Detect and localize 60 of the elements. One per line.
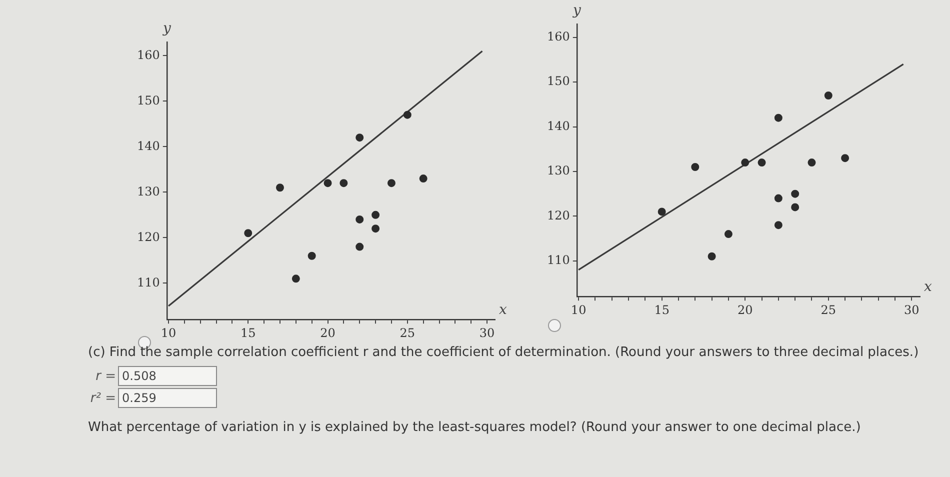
y-axis-title: y bbox=[162, 20, 172, 37]
point bbox=[372, 210, 380, 219]
x-tick-label: 15 bbox=[654, 302, 670, 317]
point bbox=[758, 158, 766, 167]
point bbox=[372, 224, 380, 233]
point bbox=[244, 229, 252, 238]
point bbox=[841, 154, 850, 162]
y-tick-label: 130 bbox=[137, 184, 160, 198]
y-tick-label: 120 bbox=[547, 208, 570, 222]
point bbox=[308, 252, 316, 260]
x-axis-title: x bbox=[499, 302, 507, 318]
y-tick-label: 110 bbox=[547, 252, 570, 267]
text: (c) Find the sample correlation coefficient r and the coefficient of determination. (Round your answers to three decimal places.) bbox=[88, 345, 920, 360]
point bbox=[808, 158, 816, 167]
x-tick-label: 10 bbox=[160, 326, 176, 340]
point bbox=[824, 92, 832, 100]
y-tick-label: 150 bbox=[547, 74, 570, 88]
text: r² = bbox=[89, 390, 116, 406]
point bbox=[774, 194, 782, 202]
point bbox=[708, 252, 716, 260]
point bbox=[774, 221, 782, 230]
x-tick-label: 20 bbox=[320, 326, 336, 340]
point bbox=[791, 190, 800, 198]
point bbox=[724, 230, 732, 238]
point bbox=[356, 215, 364, 224]
x-tick-label: 20 bbox=[737, 302, 753, 317]
y-tick-label: 120 bbox=[137, 230, 160, 244]
point bbox=[419, 174, 428, 183]
text: r = bbox=[94, 368, 116, 384]
text: 0.508 bbox=[118, 366, 217, 386]
point bbox=[774, 114, 782, 122]
x-tick-label: 25 bbox=[400, 326, 416, 340]
x-tick-label: 10 bbox=[570, 302, 586, 317]
y-tick-label: 150 bbox=[137, 93, 160, 108]
point bbox=[387, 179, 396, 188]
x-tick-label: 30 bbox=[479, 326, 495, 340]
point bbox=[691, 163, 700, 172]
point bbox=[292, 274, 300, 283]
point bbox=[356, 134, 364, 142]
text: 0.259 bbox=[118, 388, 217, 408]
y-tick-label: 130 bbox=[547, 164, 570, 178]
point bbox=[324, 179, 332, 188]
y-tick-label: 140 bbox=[547, 118, 570, 133]
y-axis-title: y bbox=[572, 2, 582, 19]
x-axis-title: x bbox=[924, 279, 932, 296]
point bbox=[403, 110, 412, 119]
point bbox=[276, 184, 284, 192]
x-tick-label: 30 bbox=[904, 302, 920, 317]
point bbox=[741, 158, 750, 167]
y-tick-label: 140 bbox=[137, 138, 160, 153]
y-tick-label: 110 bbox=[137, 275, 160, 290]
point bbox=[356, 242, 364, 251]
y-tick-label: 160 bbox=[137, 48, 160, 62]
point bbox=[658, 208, 666, 216]
x-tick-label: 15 bbox=[240, 326, 256, 340]
point bbox=[340, 179, 348, 188]
point bbox=[791, 203, 800, 212]
x-tick-label: 25 bbox=[820, 302, 836, 317]
y-tick-label: 160 bbox=[547, 30, 570, 44]
text: What percentage of variation in y is explained by the least-squares model? (Round your answer to one decimal place.) bbox=[88, 420, 862, 435]
